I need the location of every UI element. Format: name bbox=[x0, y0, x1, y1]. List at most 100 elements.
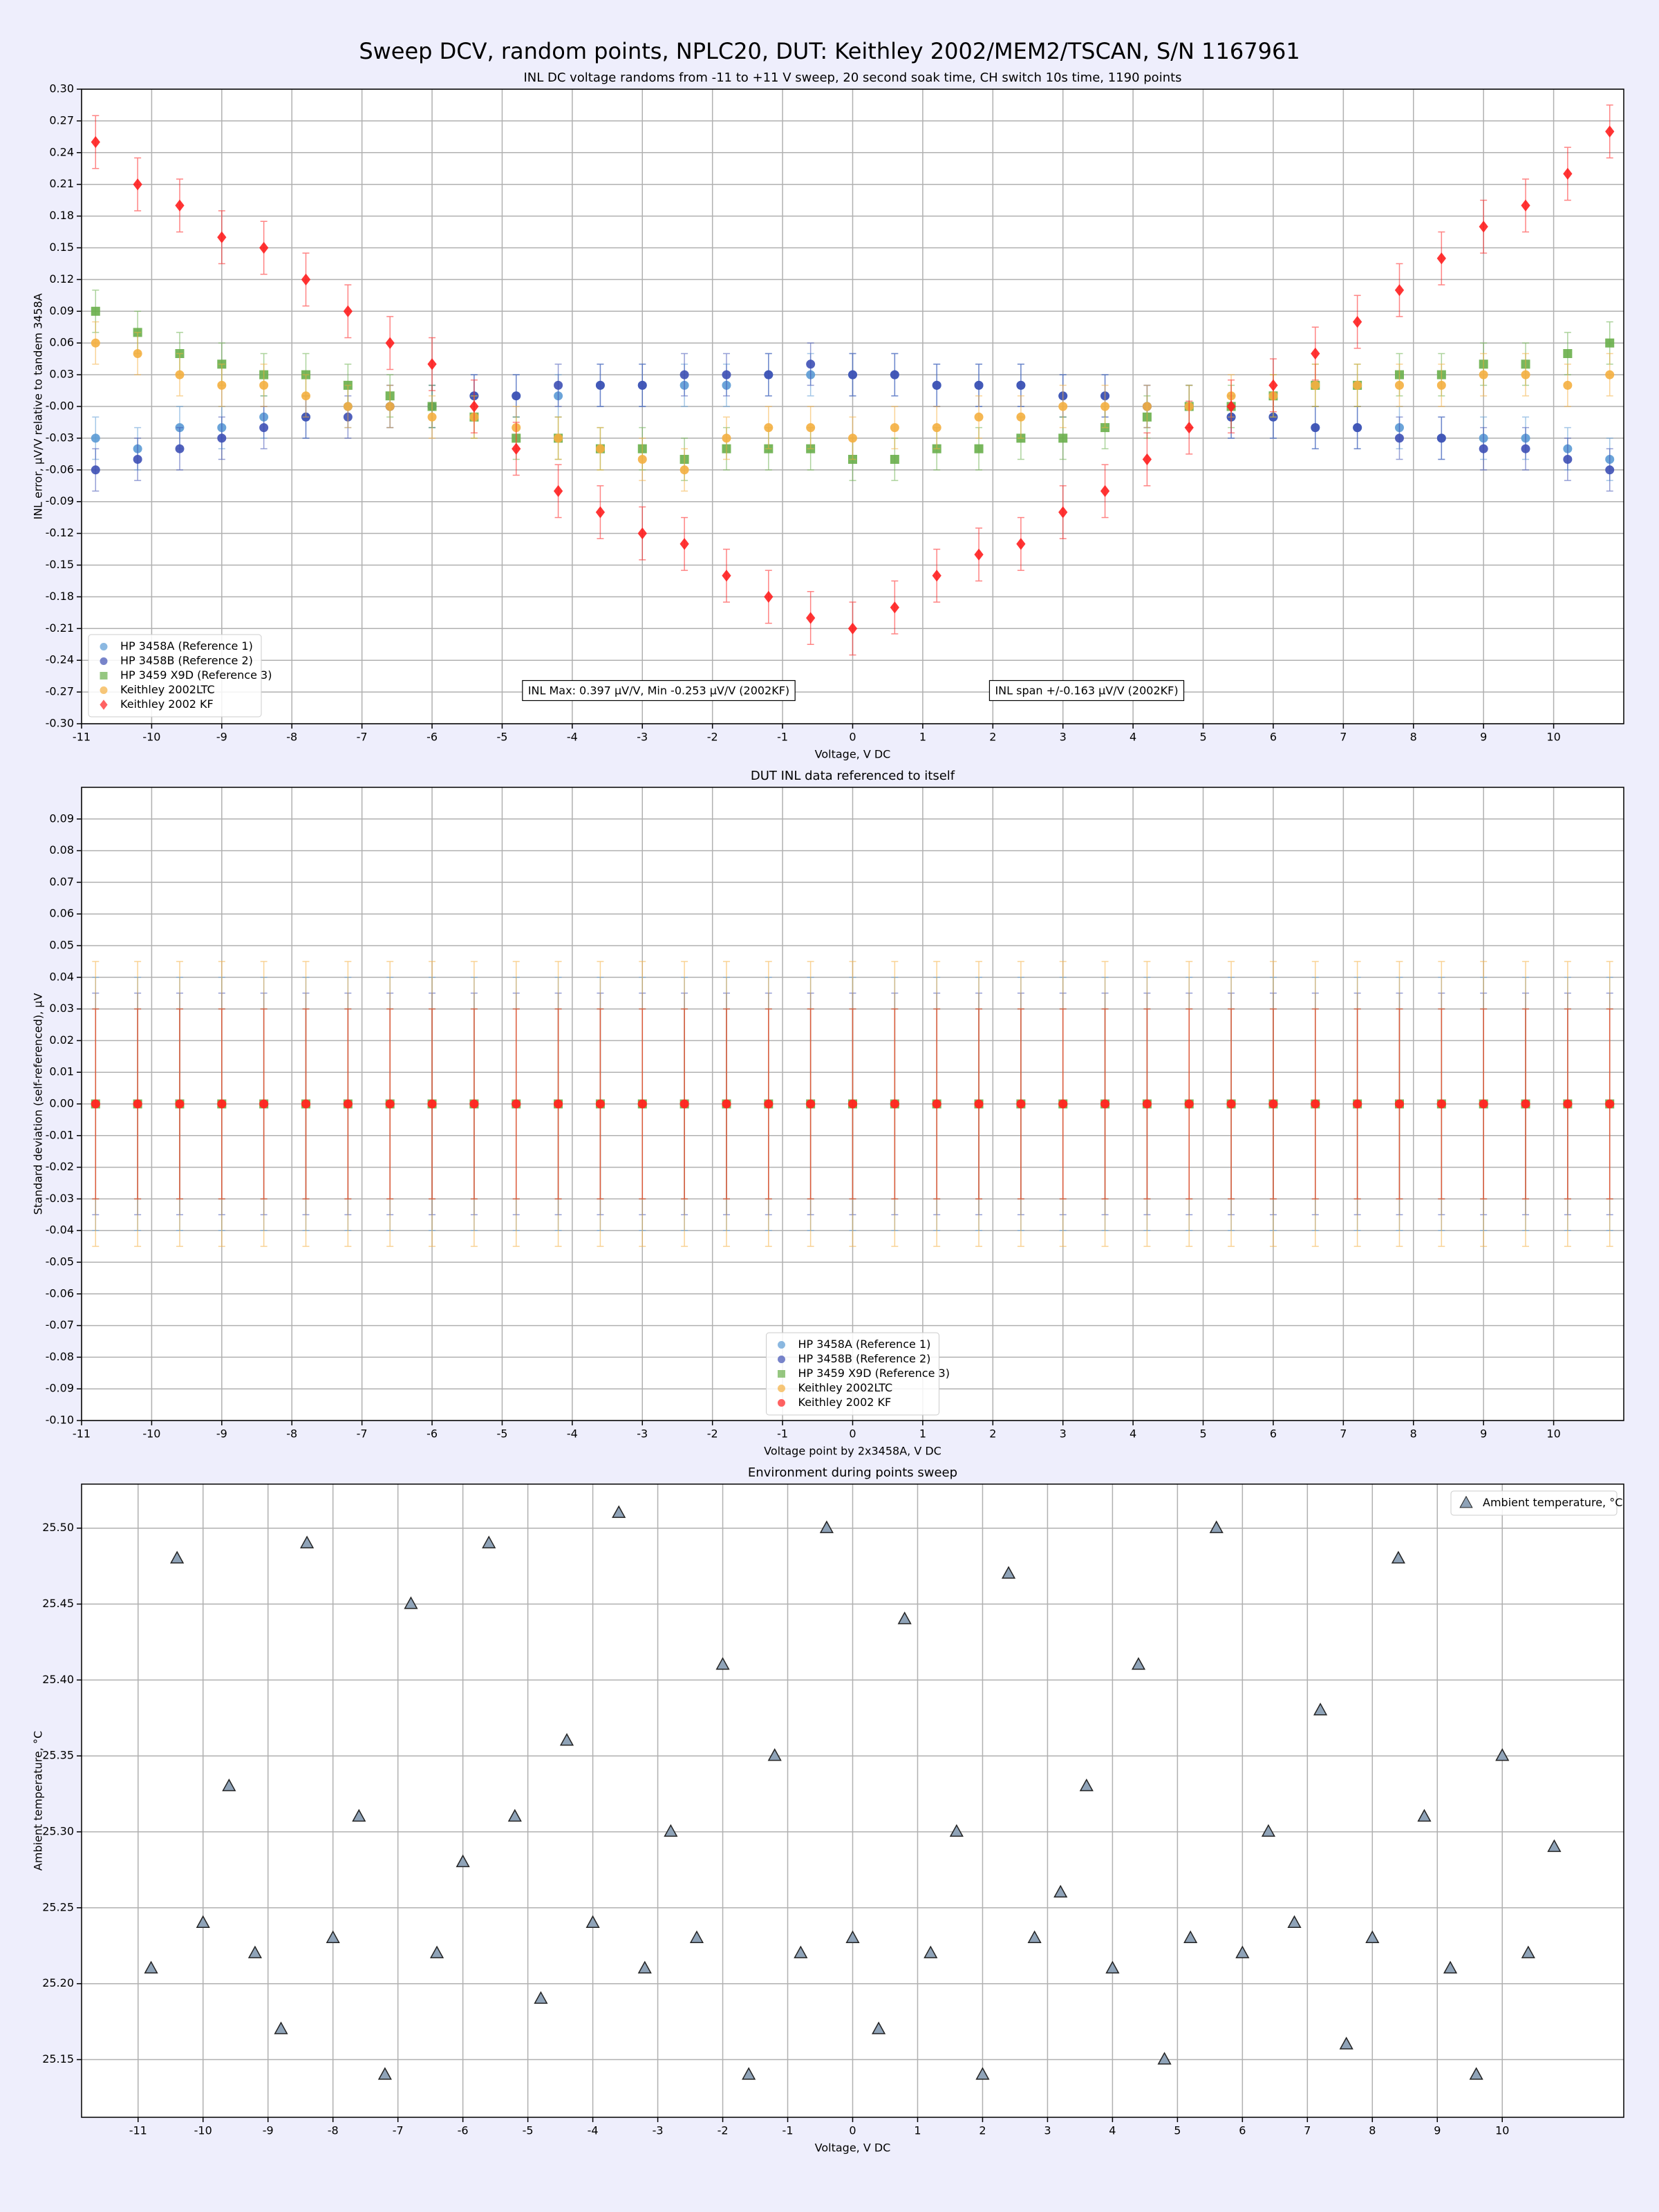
legend-marker bbox=[100, 657, 108, 665]
marker bbox=[974, 548, 984, 561]
marker bbox=[1268, 1099, 1278, 1109]
y-tick-label: -0.09 bbox=[46, 1382, 74, 1395]
legend-label: Keithley 2002LTC bbox=[120, 683, 215, 696]
marker bbox=[845, 1930, 860, 1943]
marker bbox=[1436, 1099, 1446, 1109]
marker bbox=[175, 444, 185, 453]
x-tick-label: -9 bbox=[216, 731, 227, 744]
marker bbox=[1105, 1960, 1120, 1974]
y-tick-label: -0.09 bbox=[46, 494, 74, 507]
marker bbox=[679, 465, 689, 475]
x-tick-label: 8 bbox=[1410, 731, 1417, 744]
marker bbox=[1183, 1930, 1198, 1943]
y-tick-label: -0.00 bbox=[46, 400, 74, 413]
marker bbox=[1339, 2036, 1353, 2050]
marker bbox=[932, 423, 941, 433]
y-tick-label: 0.01 bbox=[49, 1065, 74, 1078]
marker bbox=[764, 423, 774, 433]
y-tick-label: -0.24 bbox=[46, 653, 74, 666]
marker bbox=[1226, 1099, 1236, 1109]
marker bbox=[722, 370, 731, 379]
marker bbox=[1226, 400, 1236, 413]
marker bbox=[300, 1535, 315, 1548]
x-tick-label: 7 bbox=[1340, 1427, 1347, 1441]
marker bbox=[1605, 465, 1615, 475]
legend-label: HP 3458B (Reference 2) bbox=[120, 654, 253, 667]
marker bbox=[553, 485, 563, 498]
legend-marker bbox=[100, 643, 108, 650]
marker bbox=[637, 455, 647, 464]
x-tick-label: 9 bbox=[1480, 1427, 1487, 1441]
marker bbox=[259, 423, 269, 433]
marker bbox=[1563, 349, 1573, 358]
x-tick-label: 9 bbox=[1434, 2124, 1441, 2137]
marker bbox=[924, 1945, 938, 1958]
marker bbox=[890, 370, 899, 379]
y-tick-label: -0.06 bbox=[46, 1286, 74, 1300]
x-tick-label: -11 bbox=[73, 1427, 91, 1441]
legend-label: HP 3458A (Reference 1) bbox=[120, 639, 253, 653]
marker bbox=[1521, 1099, 1530, 1109]
marker bbox=[1311, 347, 1320, 360]
y-tick-label: 25.40 bbox=[42, 1673, 74, 1686]
marker bbox=[534, 1991, 548, 2004]
legend-label: HP 3459 X9D (Reference 3) bbox=[120, 668, 272, 682]
marker bbox=[91, 135, 100, 149]
y-tick-label: -0.30 bbox=[46, 717, 74, 730]
legend-marker bbox=[778, 1370, 785, 1378]
marker bbox=[715, 1657, 730, 1670]
marker bbox=[469, 1099, 479, 1109]
marker bbox=[1313, 1703, 1328, 1716]
marker bbox=[1016, 380, 1026, 390]
x-tick-label: -1 bbox=[782, 2124, 794, 2137]
marker bbox=[767, 1748, 782, 1761]
x-tick-label: -6 bbox=[458, 2124, 469, 2137]
marker bbox=[1605, 370, 1615, 379]
marker bbox=[343, 1099, 353, 1109]
marker bbox=[1353, 315, 1362, 328]
marker bbox=[1479, 444, 1488, 453]
marker bbox=[742, 2067, 756, 2080]
marker bbox=[1443, 1960, 1458, 1974]
marker bbox=[1027, 1930, 1042, 1943]
marker bbox=[637, 380, 647, 390]
marker bbox=[932, 1099, 941, 1109]
marker bbox=[1353, 380, 1362, 390]
y-tick-label: -0.08 bbox=[46, 1350, 74, 1363]
y-tick-label: 0.00 bbox=[49, 1097, 74, 1110]
y-tick-label: -0.10 bbox=[46, 1414, 74, 1427]
y-tick-label: -0.15 bbox=[46, 558, 74, 571]
x-tick-label: 1 bbox=[914, 2124, 921, 2137]
x-tick-label: -7 bbox=[357, 1427, 368, 1441]
legend-marker bbox=[778, 1356, 785, 1363]
legend-label: HP 3458B (Reference 2) bbox=[798, 1352, 931, 1365]
marker bbox=[764, 1099, 774, 1109]
y-tick-label: -0.04 bbox=[46, 1224, 74, 1237]
marker bbox=[512, 442, 521, 455]
annotation: INL span +/-0.163 µV/V (2002KF) bbox=[995, 684, 1178, 697]
marker bbox=[1547, 1839, 1562, 1853]
marker bbox=[343, 305, 353, 317]
marker bbox=[427, 1099, 437, 1109]
x-tick-label: 1 bbox=[919, 731, 926, 744]
marker bbox=[637, 1099, 647, 1109]
marker bbox=[1311, 423, 1320, 433]
y-tick-label: 25.20 bbox=[42, 1976, 74, 1989]
marker bbox=[637, 527, 647, 540]
marker bbox=[1235, 1945, 1250, 1958]
x-tick-label: -8 bbox=[328, 2124, 339, 2137]
x-tick-label: -10 bbox=[142, 1427, 160, 1441]
marker bbox=[91, 433, 100, 443]
marker bbox=[1391, 1550, 1405, 1564]
marker bbox=[897, 1611, 912, 1624]
marker bbox=[217, 1099, 227, 1109]
marker bbox=[1184, 1099, 1194, 1109]
marker bbox=[1268, 379, 1278, 392]
marker bbox=[1394, 433, 1404, 443]
x-tick-label: 4 bbox=[1130, 1427, 1136, 1441]
legend-label: Ambient temperature, °C bbox=[1483, 1496, 1622, 1509]
marker bbox=[932, 570, 941, 582]
marker bbox=[554, 1099, 563, 1109]
marker bbox=[794, 1945, 808, 1958]
